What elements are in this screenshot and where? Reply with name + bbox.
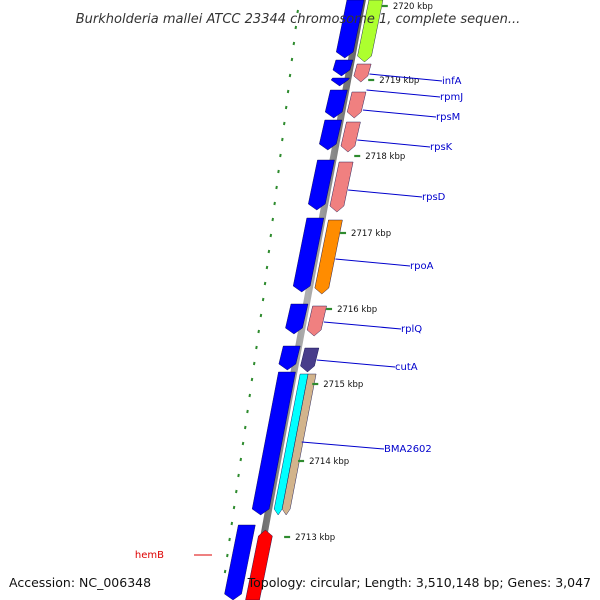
forward-cds-block xyxy=(319,119,343,151)
feature-block xyxy=(306,305,327,337)
leader-line xyxy=(348,189,423,198)
ring-dot xyxy=(250,377,254,382)
leader-line xyxy=(316,359,396,368)
ring-dot xyxy=(292,41,296,46)
ring-dot xyxy=(271,217,275,222)
tick-label: 2715 kbp xyxy=(323,380,363,390)
tick-label: 2714 kbp xyxy=(309,457,349,467)
tick-layer: 2720 kbp 2719 kbp 2718 kbp 2717 kbp 2716 kbp… xyxy=(284,2,433,543)
feature-block xyxy=(273,373,309,516)
tick-label: 2713 kbp xyxy=(295,533,335,543)
ring-dot xyxy=(269,233,273,238)
feature-block xyxy=(329,161,354,213)
gene-label: rpsK xyxy=(430,142,453,153)
ring-dot xyxy=(279,153,282,158)
ring-dot xyxy=(265,265,269,270)
ring-dot xyxy=(273,201,276,206)
gene-label: BMA2602 xyxy=(384,444,432,455)
ring-dot xyxy=(290,57,294,62)
leader-line xyxy=(357,139,431,148)
forward-cds-block xyxy=(224,524,256,600)
ring-dot xyxy=(281,137,284,142)
gene-label: rpsM xyxy=(436,112,460,123)
ring-dot xyxy=(267,249,271,254)
ring-dot xyxy=(296,9,299,14)
gene-label: rplQ xyxy=(401,324,422,335)
leader-line xyxy=(323,321,402,330)
leader-line xyxy=(301,441,385,450)
leader-line xyxy=(366,89,441,98)
ring-dot xyxy=(230,521,234,526)
ring-dot xyxy=(275,185,278,190)
cds-layer xyxy=(224,0,384,600)
forward-cds-block xyxy=(278,345,301,371)
feature-block xyxy=(245,529,273,600)
gene-label: rpsD xyxy=(422,192,446,203)
leader-line xyxy=(335,258,411,267)
forward-cds-block xyxy=(285,303,309,335)
ring-dot xyxy=(294,25,298,30)
ring-dot xyxy=(235,489,238,494)
gene-label: rpoA xyxy=(410,261,434,272)
forward-cds-block xyxy=(336,0,365,59)
gene-label: hemB xyxy=(135,550,164,561)
ring-dot xyxy=(284,105,288,110)
gene-label-layer: infA rpmJ rpsM rpsK rpsD rpoA rplQ cutA BMA2602 h… xyxy=(135,73,463,561)
forward-cds-block xyxy=(308,159,335,211)
feature-block xyxy=(353,63,372,83)
leader-line xyxy=(369,73,443,82)
tick-label: 2717 kbp xyxy=(351,229,391,239)
ring-dot xyxy=(286,89,290,94)
ring-dot xyxy=(248,393,252,398)
ring-dot xyxy=(263,281,267,286)
summary-text: Topology: circular; Length: 3,510,148 bp… xyxy=(247,575,591,590)
forward-cds-block xyxy=(324,89,348,119)
ring-dot xyxy=(282,121,286,126)
forward-cds-block xyxy=(292,217,325,293)
ring-dot xyxy=(228,537,231,542)
forward-cds-block xyxy=(330,77,350,87)
gene-label: rpmJ xyxy=(440,92,463,103)
ring-dot xyxy=(252,361,256,366)
ring-dot xyxy=(255,345,258,350)
gene-label: cutA xyxy=(395,362,418,373)
feature-block xyxy=(300,347,320,373)
tick-label: 2716 kbp xyxy=(337,305,377,315)
tick-label: 2719 kbp xyxy=(379,76,419,86)
ring-dot xyxy=(241,441,245,446)
ring-dot xyxy=(288,73,292,78)
ring-dot xyxy=(277,169,280,174)
ring-dot xyxy=(237,473,240,478)
tick-label: 2718 kbp xyxy=(365,152,405,162)
ring-dot xyxy=(226,553,229,558)
ring-dot xyxy=(223,569,227,574)
leader-line xyxy=(362,109,437,118)
ring-dot xyxy=(246,409,249,414)
feature-block xyxy=(314,219,343,295)
accession-text: Accession: NC_006348 xyxy=(9,575,151,590)
ring-dot xyxy=(232,505,236,510)
feature-block xyxy=(357,0,384,63)
tick-label: 2720 kbp xyxy=(393,2,433,12)
outer-dotted-ring xyxy=(223,9,299,574)
feature-block xyxy=(340,121,361,153)
ring-dot xyxy=(259,313,263,318)
forward-cds-block xyxy=(251,371,296,516)
forward-cds-block xyxy=(332,59,354,77)
ring-dot xyxy=(239,457,243,462)
gene-label: infA xyxy=(442,76,462,87)
feature-block xyxy=(281,373,317,516)
ring-dot xyxy=(243,425,247,430)
feature-block xyxy=(346,91,367,119)
ring-dot xyxy=(261,297,265,302)
map-title: Burkholderia mallei ATCC 23344 chromosom… xyxy=(76,12,521,27)
ring-dot xyxy=(257,329,260,334)
